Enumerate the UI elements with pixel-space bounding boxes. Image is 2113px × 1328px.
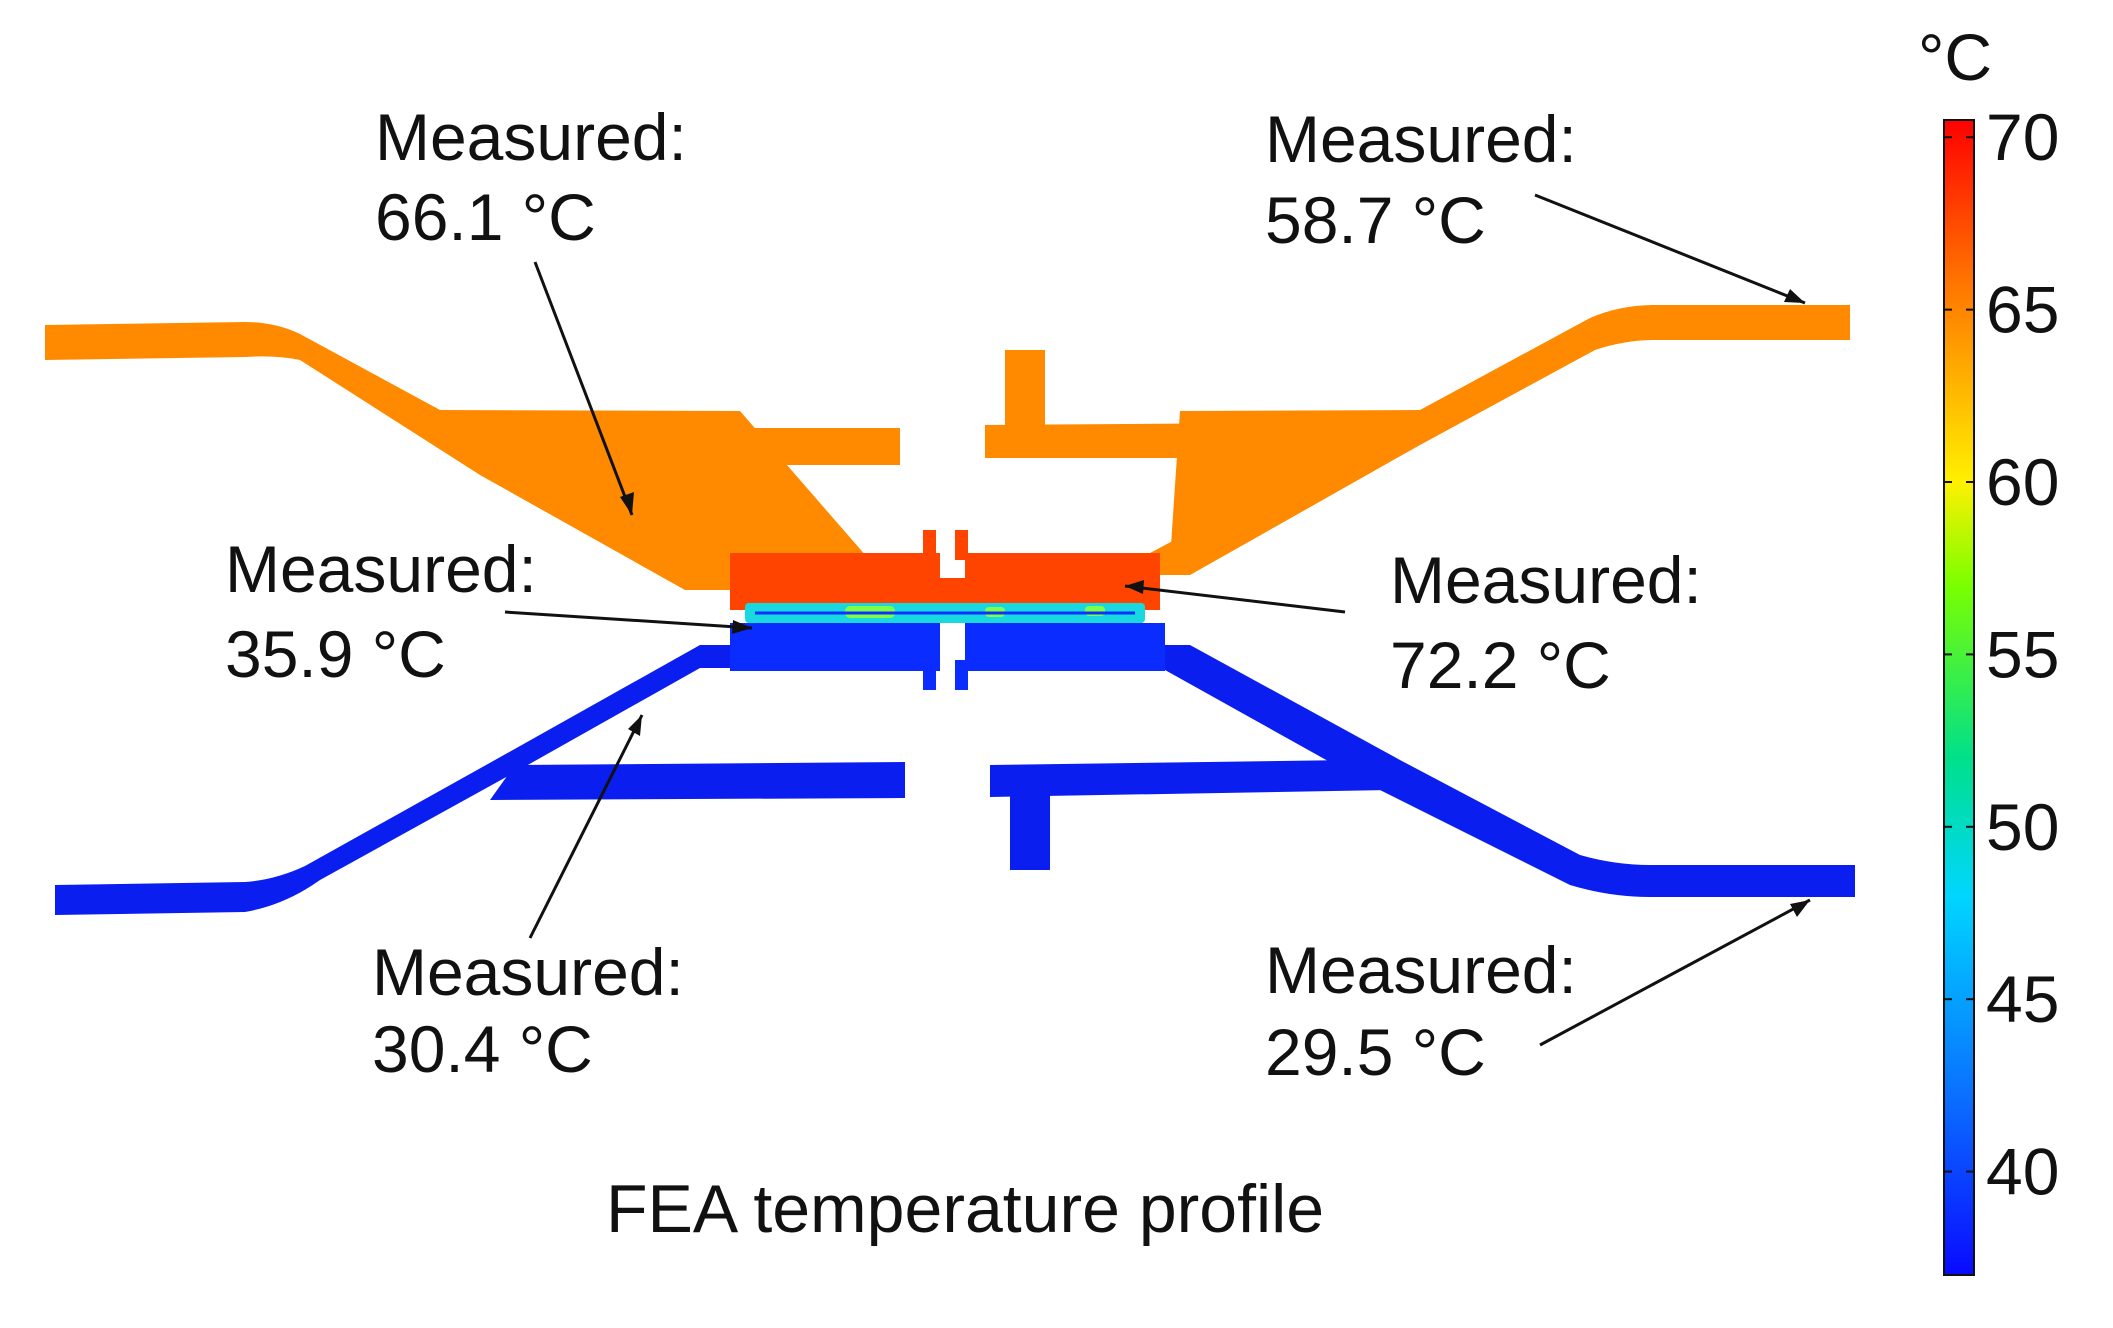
colorbar-tick-label: 45 <box>1986 962 2059 1036</box>
annotation-mid-left: Measured: 35.9 °C <box>225 532 753 691</box>
hot-right-branch <box>985 422 1400 458</box>
annotation-top-right-value: 58.7 °C <box>1265 183 1486 257</box>
hot-left-branch <box>500 428 900 510</box>
annotation-mid-right-leader <box>1124 584 1346 614</box>
colorbar-tick-label: 60 <box>1986 445 2059 519</box>
annotation-mid-left-arrowhead <box>732 620 752 634</box>
annotation-top-right-label: Measured: <box>1265 102 1577 176</box>
colorbar-border <box>1943 119 1975 1276</box>
annotation-mid-right-arrowhead <box>1125 580 1144 594</box>
annotation-bottom-right-label: Measured: <box>1265 933 1577 1007</box>
hot-side-structure <box>45 305 1850 590</box>
colorbar-tick-label: 50 <box>1986 790 2059 864</box>
cold-right-branch <box>990 760 1390 797</box>
annotation-mid-right: Measured: 72.2 °C <box>1124 543 1702 702</box>
annotation-top-right-arrowhead <box>1784 289 1805 303</box>
annotation-top-left-value: 66.1 °C <box>375 180 596 254</box>
annotation-bottom-left-arrowhead <box>628 715 642 736</box>
annotation-top-left: Measured: 66.1 °C <box>375 100 687 516</box>
annotation-mid-left-label: Measured: <box>225 532 537 606</box>
annotation-bottom-right-leader <box>1539 898 1811 1047</box>
cold-junction-tab-right <box>955 660 968 690</box>
annotation-mid-left-value: 35.9 °C <box>225 617 446 691</box>
colorbar-ticks: 70 65 60 55 50 45 40 <box>1943 100 2059 1276</box>
cold-junction-tab-left <box>923 660 936 690</box>
annotation-top-left-label: Measured: <box>375 100 687 174</box>
annotation-top-right: Measured: 58.7 °C <box>1265 102 1806 305</box>
hot-junction-tab-left <box>923 530 936 560</box>
hot-left-upper-rail <box>45 322 880 590</box>
cold-right-stub <box>1010 790 1050 870</box>
cold-left-lower-rail <box>55 645 730 915</box>
hot-right-stub <box>1005 350 1045 430</box>
annotation-mid-left-leader <box>504 610 753 630</box>
annotation-bottom-left-leader <box>528 714 644 939</box>
annotation-top-right-leader <box>1534 193 1806 305</box>
colorbar-tick-label: 70 <box>1986 100 2059 174</box>
annotation-bottom-right-arrowhead <box>1790 900 1810 917</box>
hot-junction-tab-right <box>955 530 968 560</box>
annotation-bottom-left-label: Measured: <box>372 935 684 1009</box>
colorbar-tick-label: 55 <box>1986 617 2059 691</box>
colorbar-gradient <box>1944 120 1974 1275</box>
colorbar-unit: °C <box>1918 20 1992 94</box>
annotation-top-left-leader <box>533 261 634 516</box>
annotation-mid-right-label: Measured: <box>1390 543 1702 617</box>
cold-junction-right <box>965 623 1165 671</box>
hot-right-diagonal <box>1150 410 1460 575</box>
cold-side-structure <box>55 645 1855 915</box>
annotation-bottom-left: Measured: 30.4 °C <box>372 714 684 1086</box>
cold-junction <box>730 623 1165 690</box>
colorbar-tick-label: 40 <box>1986 1135 2059 1209</box>
annotation-bottom-right-value: 29.5 °C <box>1265 1015 1486 1089</box>
colorbar: °C 70 65 60 55 50 45 40 <box>1918 20 2059 1276</box>
cold-junction-left <box>730 623 940 671</box>
figure-caption: FEA temperature profile <box>606 1171 1324 1247</box>
cold-right-lower-rail <box>1165 645 1855 897</box>
annotation-bottom-right: Measured: 29.5 °C <box>1265 898 1811 1089</box>
annotation-mid-right-value: 72.2 °C <box>1390 628 1611 702</box>
annotation-bottom-left-value: 30.4 °C <box>372 1012 593 1086</box>
colorbar-tick-label: 65 <box>1986 273 2059 347</box>
annotation-top-left-arrowhead <box>620 492 634 515</box>
cold-left-branch <box>490 762 905 800</box>
interface-layer <box>745 603 1145 623</box>
